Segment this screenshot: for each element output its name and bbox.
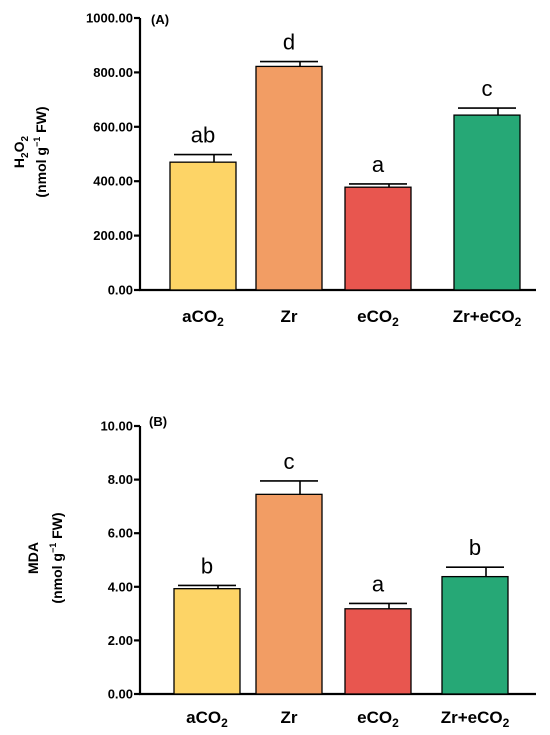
y-axis-title-line1: MDA [25,542,41,574]
chart-panel-b: 0.00 2.00 4.00 6.00 8.00 10.00 (B) MDA (nmol g−1… [25,414,536,730]
significance-letter: b [201,553,213,578]
bar [441,575,509,695]
y-tick-label: 0.00 [108,283,133,298]
significance-letter: ab [191,123,215,148]
x-tick-label: eCO2 [357,307,399,329]
y-tick-label: 8.00 [108,472,133,487]
panel-label: (B) [149,414,167,429]
y-tick-label: 10.00 [100,419,133,434]
y-tick-label: 400.00 [93,174,133,189]
x-tick-label: Zr [281,307,298,326]
x-tick-label: Zr+eCO2 [441,708,510,730]
significance-letter: c [284,449,295,474]
x-tick-label: eCO2 [357,708,399,730]
y-axis-title-line2: (nmol g−1 FW) [32,106,49,197]
significance-letter: a [372,152,385,177]
y-tick-label: 6.00 [108,526,133,541]
bar [169,161,237,291]
x-tick-label: Zr+eCO2 [453,307,522,329]
significance-letter: c [482,76,493,101]
significance-letter: b [469,535,481,560]
y-tick-label: 0.00 [108,687,133,702]
y-tick-label: 2.00 [108,633,133,648]
y-axis-title-line1: H2O2 [11,135,31,168]
bar [255,65,323,291]
y-tick-label: 600.00 [93,119,133,134]
bar [453,114,521,291]
y-tick-label: 1000.00 [86,11,133,26]
bar [255,493,323,695]
bar [344,186,412,291]
y-tick-label: 200.00 [93,228,133,243]
y-tick-label: 4.00 [108,579,133,594]
significance-letter: a [372,571,385,596]
chart-panel-a: 0.00 200.00 400.00 600.00 800.00 1000.00 (A) H2… [11,11,536,329]
bar [344,608,412,695]
y-axis-title-line2: (nmol g−1 FW) [48,512,65,603]
significance-letter: d [283,30,295,55]
y-tick-label: 800.00 [93,65,133,80]
x-tick-label: aCO2 [186,708,228,730]
bar [173,588,241,695]
x-tick-label: Zr [281,708,298,727]
x-tick-label: aCO2 [182,307,224,329]
panel-label: (A) [151,12,169,27]
